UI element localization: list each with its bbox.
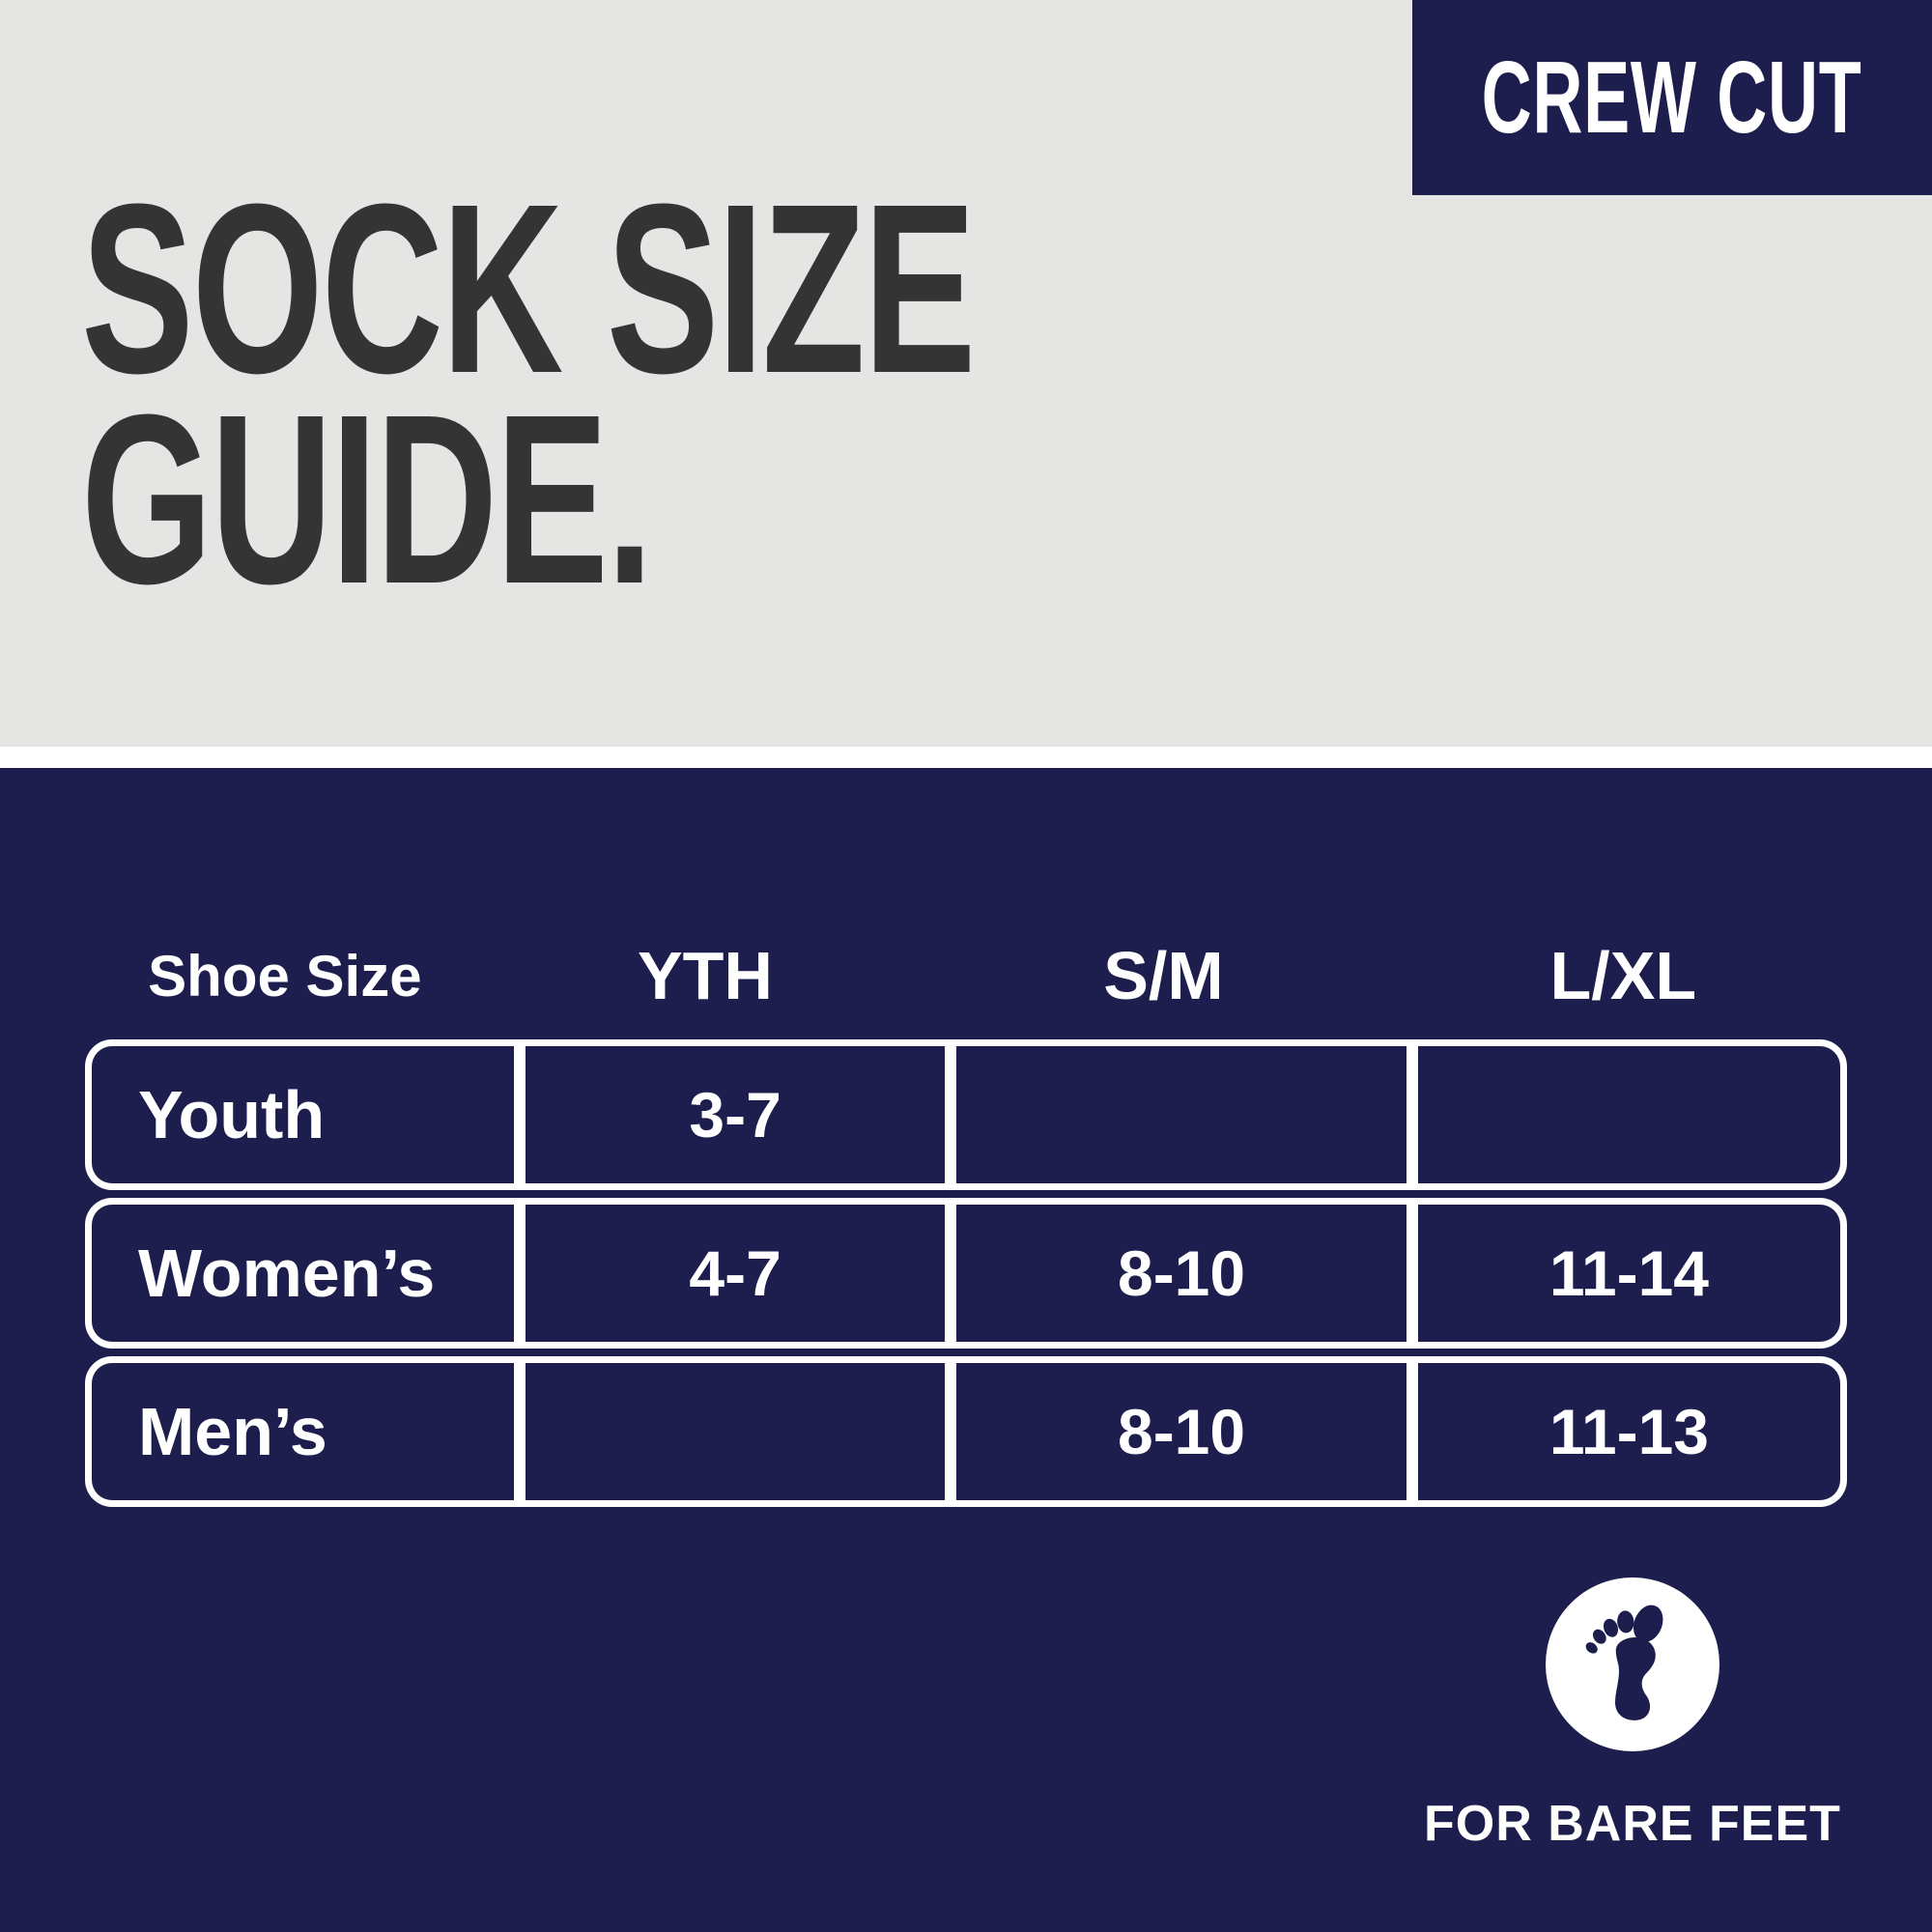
size-table: Shoe Size YTH S/M L/XL Youth 3-7 Women’s… bbox=[85, 923, 1847, 1515]
table-row-mens: Men’s 8-10 11-13 bbox=[85, 1356, 1847, 1507]
cell-mens-lxl: 11-13 bbox=[1417, 1363, 1840, 1500]
row-label-mens: Men’s bbox=[92, 1363, 514, 1500]
brand-lockup: FOR BARE FEET bbox=[1391, 1577, 1874, 1853]
row-label-womens: Women’s bbox=[92, 1205, 514, 1342]
page-title-line1: SOCK SIZE bbox=[81, 154, 976, 423]
section-divider bbox=[0, 747, 1932, 768]
cell-womens-yth: 4-7 bbox=[525, 1205, 946, 1342]
column-header-lxl: L/XL bbox=[1549, 938, 1697, 1013]
header-section: SOCK SIZE GUIDE. CREW CUT bbox=[0, 0, 1932, 747]
cell-mens-sm: 8-10 bbox=[956, 1363, 1406, 1500]
cell-youth-sm bbox=[956, 1046, 1406, 1183]
page-title: SOCK SIZE GUIDE. bbox=[81, 154, 976, 634]
column-header-shoe-size: Shoe Size bbox=[148, 943, 422, 1009]
cell-mens-yth bbox=[525, 1363, 946, 1500]
table-row-womens: Women’s 4-7 8-10 11-14 bbox=[85, 1198, 1847, 1349]
cell-womens-lxl: 11-14 bbox=[1417, 1205, 1840, 1342]
crew-cut-badge: CREW CUT bbox=[1412, 0, 1932, 195]
footprint-icon bbox=[1546, 1577, 1719, 1751]
cell-youth-lxl bbox=[1417, 1046, 1840, 1183]
row-label-youth: Youth bbox=[92, 1046, 514, 1183]
size-table-section: Shoe Size YTH S/M L/XL Youth 3-7 Women’s… bbox=[0, 768, 1932, 1932]
brand-name: FOR BARE FEET bbox=[1424, 1796, 1841, 1852]
table-header-row: Shoe Size YTH S/M L/XL bbox=[85, 923, 1847, 1029]
page-title-line2: GUIDE. bbox=[81, 363, 653, 634]
cell-womens-sm: 8-10 bbox=[956, 1205, 1406, 1342]
column-header-yth: YTH bbox=[637, 938, 773, 1013]
table-row-youth: Youth 3-7 bbox=[85, 1039, 1847, 1190]
cell-youth-yth: 3-7 bbox=[525, 1046, 946, 1183]
badge-label: CREW CUT bbox=[1482, 40, 1862, 155]
column-header-sm: S/M bbox=[1103, 938, 1224, 1013]
